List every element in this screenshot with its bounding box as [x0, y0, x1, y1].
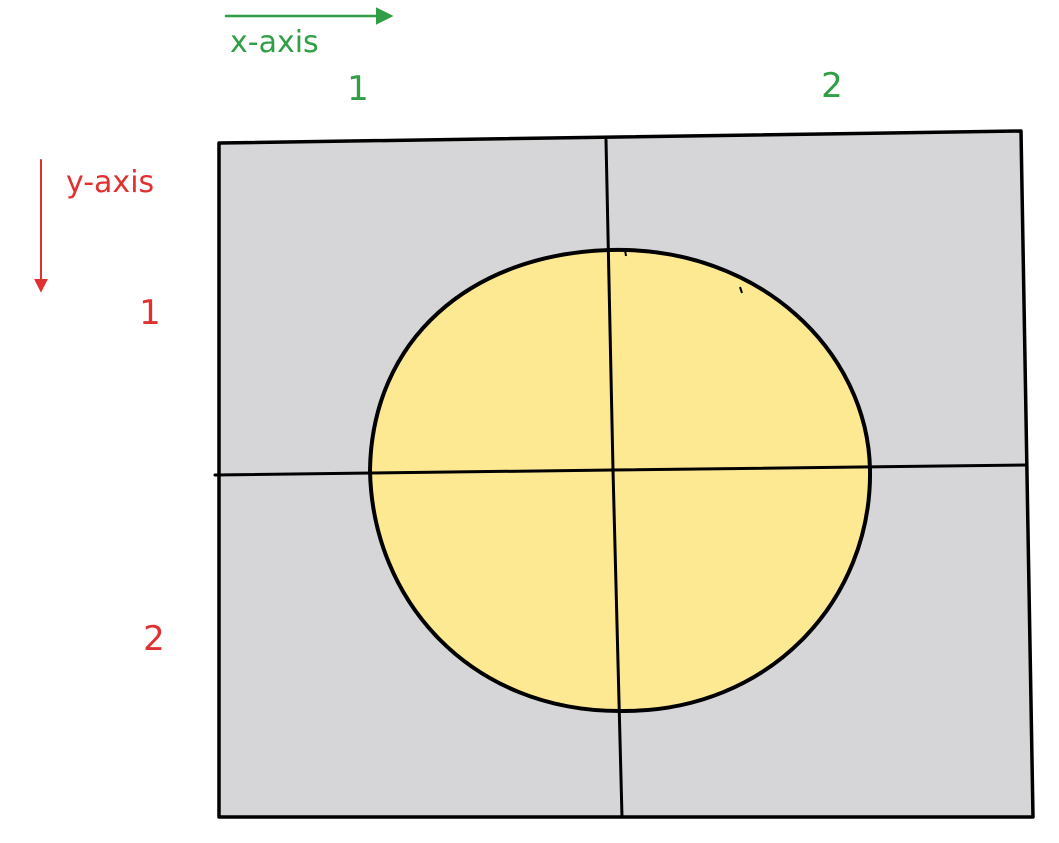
x-axis-label: x-axis: [230, 25, 319, 60]
sketch-mark-1: [624, 249, 627, 257]
circle-shape: [367, 247, 873, 714]
x-tick-label-1: 1: [347, 69, 369, 109]
y-tick-label-2: 2: [143, 619, 165, 659]
sketch-mark-2: [739, 286, 743, 294]
grid-horizontal-divider: [213, 463, 1029, 477]
x-tick-label-2: 2: [821, 66, 843, 106]
y-tick-label-1: 1: [139, 293, 161, 333]
y-axis-label: y-axis: [66, 165, 154, 200]
